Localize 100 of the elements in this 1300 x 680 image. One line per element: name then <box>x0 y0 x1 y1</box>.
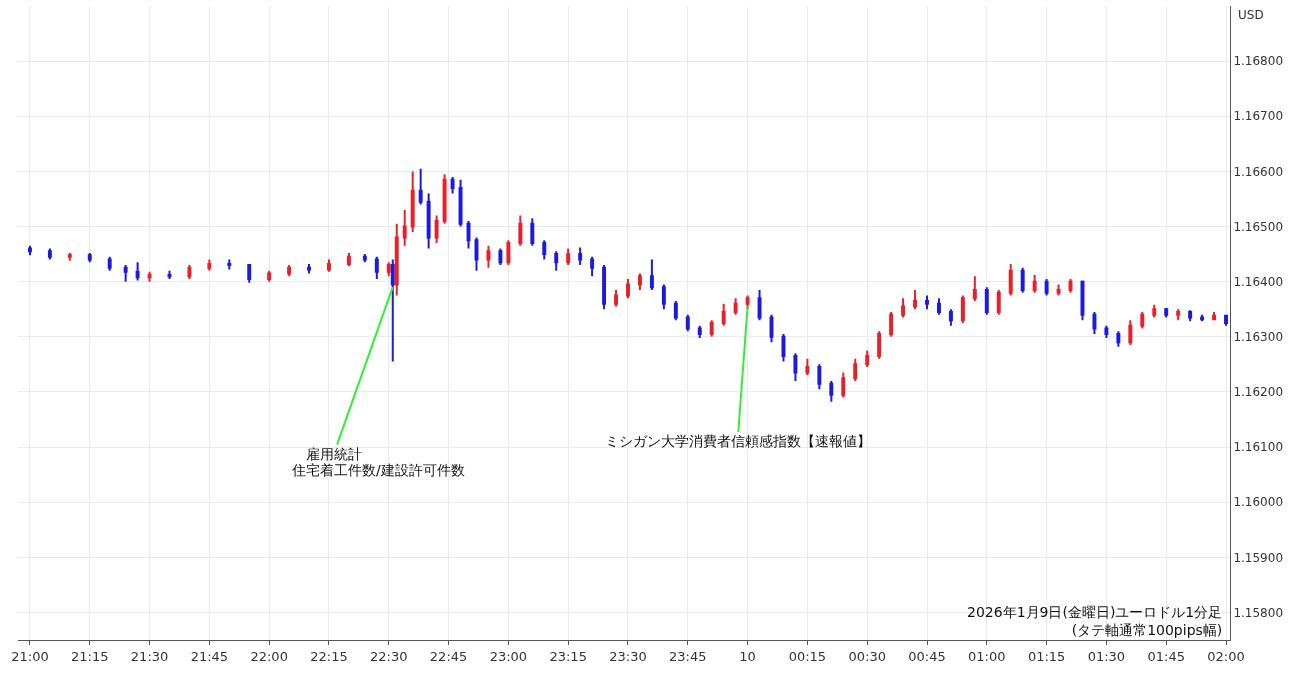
candlestick <box>721 302 726 327</box>
candlestick <box>614 288 618 308</box>
y-tick-label: 1.16400 <box>1233 274 1284 289</box>
candlestick <box>1104 324 1109 339</box>
candlestick <box>346 251 351 268</box>
candlestick <box>793 352 798 382</box>
candlestick <box>426 192 431 250</box>
y-tick-label: 1.16000 <box>1233 495 1284 510</box>
candlestick <box>709 319 714 338</box>
candlestick <box>1140 310 1145 330</box>
candlestick <box>1092 310 1097 336</box>
candlestick <box>590 255 595 278</box>
candlestick <box>1164 307 1169 319</box>
candlestick <box>960 294 965 324</box>
candlestick <box>1176 308 1181 322</box>
candlestick <box>1116 330 1121 348</box>
candlestick <box>1212 310 1217 321</box>
candlestick <box>805 357 810 377</box>
x-tick-label: 02:00 <box>1207 648 1245 664</box>
candlestick <box>498 247 503 267</box>
candlestick <box>247 263 252 284</box>
x-tick-label: 00:45 <box>908 648 946 664</box>
candlestick <box>474 236 479 272</box>
x-tick-label: 23:45 <box>669 648 707 664</box>
candlestick <box>1056 283 1061 297</box>
annotation: 雇用統計 <box>306 446 362 462</box>
x-tick-label: 22:30 <box>370 648 408 664</box>
y-tick-label: 1.16800 <box>1233 54 1284 69</box>
y-tick-label: 1.16300 <box>1233 329 1284 344</box>
x-tick-label: 00:30 <box>848 648 886 664</box>
x-tick-label: 21:15 <box>71 648 109 664</box>
candlestick <box>936 297 941 316</box>
candlestick <box>841 371 846 399</box>
candlestick <box>402 208 407 247</box>
candlestick <box>996 288 1001 316</box>
candlestick <box>1152 303 1157 319</box>
candlestick <box>442 173 447 225</box>
candlestick <box>390 258 395 363</box>
candlestick <box>948 308 953 327</box>
candlestick <box>1020 266 1025 294</box>
candlestick <box>733 297 738 316</box>
y-tick-label: 1.15800 <box>1233 605 1284 620</box>
candlestick <box>135 261 140 282</box>
x-tick-label: 00:15 <box>788 648 827 664</box>
x-tick-label: 22:15 <box>310 648 348 664</box>
candlestick <box>661 283 666 311</box>
candlestick <box>1128 319 1133 347</box>
candlestick <box>466 220 471 250</box>
candlestick <box>386 261 391 278</box>
candlestick <box>374 255 379 280</box>
candlestick <box>362 253 367 264</box>
candlestick <box>207 258 212 272</box>
candlestick <box>287 264 292 278</box>
candlestick <box>450 175 455 195</box>
y-tick-label: 1.16700 <box>1233 109 1284 124</box>
candlestick <box>566 247 571 267</box>
candlestick <box>1008 263 1013 297</box>
candlestick <box>1044 277 1049 297</box>
candlestick <box>673 299 678 322</box>
candlestick <box>167 269 172 280</box>
candlestick <box>1224 313 1228 327</box>
candlestick <box>506 239 511 267</box>
candlestick <box>637 272 642 291</box>
candlestick <box>626 277 630 300</box>
candlestick <box>87 251 92 264</box>
candlestick <box>1068 277 1073 294</box>
candlestick <box>307 263 312 275</box>
candlestick <box>434 214 439 245</box>
candlestick <box>227 258 232 271</box>
candlestick <box>817 363 822 391</box>
candlestick <box>394 222 399 297</box>
x-tick-label: 01:15 <box>1027 648 1066 664</box>
x-tick-label: 23:30 <box>609 648 647 664</box>
annotation: ミシガン大学消費者信頼感指数【速報値】 <box>605 433 871 449</box>
candlestick <box>67 251 72 262</box>
annotation: 2026年1月9日(金曜日)ユーロドル1分足 (タテ軸通常100pips幅) <box>967 604 1223 639</box>
candlestick <box>486 244 491 269</box>
candlestick <box>410 170 415 234</box>
candlestick <box>685 313 690 333</box>
x-tick-label: 23:15 <box>549 648 587 664</box>
candlestick <box>47 247 52 261</box>
candlestick <box>972 275 977 302</box>
x-tick-label: 01:30 <box>1087 648 1126 664</box>
candlestick <box>187 264 192 280</box>
x-tick-label: 21:00 <box>11 648 49 664</box>
candlestick <box>984 286 989 316</box>
candlestick <box>107 255 112 272</box>
candlestick <box>1032 274 1037 294</box>
candlestick <box>757 288 762 322</box>
y-tick-label: 1.16100 <box>1233 440 1284 455</box>
candlestick <box>853 357 858 382</box>
x-tick-label: 23:00 <box>489 648 528 664</box>
candlestick <box>865 349 870 369</box>
y-tick-label: 1.16600 <box>1233 164 1284 179</box>
x-tick-label: 10 <box>739 648 756 664</box>
annotation: 住宅着工件数/建設許可件数 <box>291 462 465 478</box>
candlestick <box>578 246 583 267</box>
candlestick <box>554 250 559 272</box>
candlestick <box>901 297 906 319</box>
candlestick <box>518 214 523 247</box>
